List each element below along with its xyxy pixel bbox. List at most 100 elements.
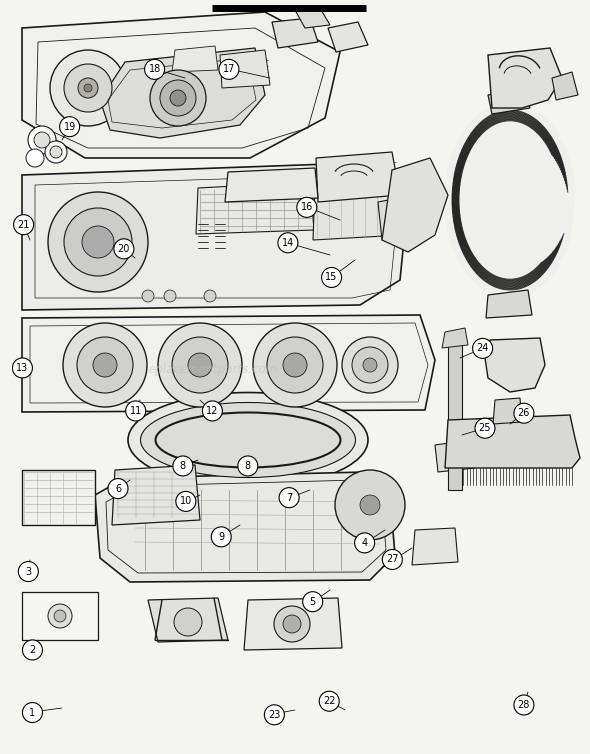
Text: 7: 7 bbox=[286, 492, 292, 503]
Circle shape bbox=[54, 610, 66, 622]
Text: 6: 6 bbox=[115, 483, 121, 494]
Circle shape bbox=[283, 615, 301, 633]
Ellipse shape bbox=[128, 393, 368, 488]
Circle shape bbox=[363, 358, 377, 372]
Circle shape bbox=[93, 353, 117, 377]
Polygon shape bbox=[444, 102, 576, 298]
Polygon shape bbox=[412, 528, 458, 565]
Circle shape bbox=[84, 84, 92, 92]
Polygon shape bbox=[552, 72, 578, 100]
Polygon shape bbox=[172, 46, 218, 72]
Circle shape bbox=[48, 192, 148, 292]
Circle shape bbox=[60, 117, 80, 136]
Circle shape bbox=[50, 146, 62, 158]
Circle shape bbox=[150, 70, 206, 126]
Polygon shape bbox=[328, 22, 368, 52]
Circle shape bbox=[278, 233, 298, 253]
Circle shape bbox=[352, 347, 388, 383]
Text: 24: 24 bbox=[477, 343, 489, 354]
Text: 26: 26 bbox=[518, 408, 530, 418]
Text: 14: 14 bbox=[282, 238, 294, 248]
Polygon shape bbox=[442, 328, 468, 348]
Polygon shape bbox=[148, 598, 228, 642]
Circle shape bbox=[22, 703, 42, 722]
Circle shape bbox=[211, 527, 231, 547]
Polygon shape bbox=[244, 598, 342, 650]
Circle shape bbox=[77, 337, 133, 393]
Circle shape bbox=[22, 640, 42, 660]
Polygon shape bbox=[22, 315, 435, 412]
Text: 18: 18 bbox=[149, 64, 160, 75]
Circle shape bbox=[355, 533, 375, 553]
Text: 8: 8 bbox=[245, 461, 251, 471]
Circle shape bbox=[172, 337, 228, 393]
Circle shape bbox=[173, 456, 193, 476]
Text: 4: 4 bbox=[362, 538, 368, 548]
Circle shape bbox=[202, 401, 222, 421]
Text: 17: 17 bbox=[223, 64, 235, 75]
Circle shape bbox=[382, 550, 402, 569]
Circle shape bbox=[18, 562, 38, 581]
Text: 5: 5 bbox=[310, 596, 316, 607]
Text: 25: 25 bbox=[478, 423, 491, 434]
Text: 22: 22 bbox=[323, 696, 336, 706]
Circle shape bbox=[12, 358, 32, 378]
Polygon shape bbox=[435, 440, 475, 472]
Polygon shape bbox=[220, 50, 270, 88]
Polygon shape bbox=[316, 152, 400, 202]
Text: 10: 10 bbox=[180, 496, 192, 507]
Circle shape bbox=[322, 268, 342, 287]
Circle shape bbox=[264, 705, 284, 725]
Text: 15: 15 bbox=[326, 272, 337, 283]
Text: 23: 23 bbox=[268, 710, 280, 720]
Circle shape bbox=[142, 290, 154, 302]
Circle shape bbox=[78, 78, 98, 98]
Circle shape bbox=[267, 337, 323, 393]
Polygon shape bbox=[493, 398, 522, 424]
Circle shape bbox=[126, 401, 146, 421]
Circle shape bbox=[170, 90, 186, 106]
Text: 28: 28 bbox=[518, 700, 530, 710]
Polygon shape bbox=[22, 592, 98, 640]
Circle shape bbox=[279, 488, 299, 507]
Circle shape bbox=[176, 492, 196, 511]
Polygon shape bbox=[378, 195, 425, 240]
Polygon shape bbox=[112, 465, 200, 525]
Polygon shape bbox=[448, 340, 462, 490]
Polygon shape bbox=[485, 338, 545, 392]
Polygon shape bbox=[445, 415, 580, 468]
Ellipse shape bbox=[140, 403, 356, 477]
Circle shape bbox=[360, 495, 380, 515]
Polygon shape bbox=[488, 90, 530, 114]
Polygon shape bbox=[225, 168, 318, 202]
Text: 27: 27 bbox=[386, 554, 399, 565]
Text: 2: 2 bbox=[30, 645, 35, 655]
Text: 19: 19 bbox=[64, 121, 76, 132]
Circle shape bbox=[160, 80, 196, 116]
Circle shape bbox=[64, 64, 112, 112]
Polygon shape bbox=[488, 48, 562, 108]
Polygon shape bbox=[486, 290, 532, 318]
Circle shape bbox=[514, 695, 534, 715]
Circle shape bbox=[274, 606, 310, 642]
Polygon shape bbox=[272, 18, 318, 48]
Circle shape bbox=[174, 608, 202, 636]
Text: 12: 12 bbox=[206, 406, 218, 416]
Circle shape bbox=[219, 60, 239, 79]
Circle shape bbox=[14, 215, 34, 234]
Circle shape bbox=[204, 290, 216, 302]
Circle shape bbox=[64, 208, 132, 276]
Circle shape bbox=[514, 403, 534, 423]
Circle shape bbox=[114, 239, 134, 259]
Circle shape bbox=[50, 50, 126, 126]
Text: 16: 16 bbox=[301, 202, 313, 213]
Circle shape bbox=[475, 418, 495, 438]
Circle shape bbox=[188, 353, 212, 377]
Polygon shape bbox=[22, 470, 95, 525]
Polygon shape bbox=[313, 180, 402, 240]
Circle shape bbox=[34, 132, 50, 148]
Circle shape bbox=[145, 60, 165, 79]
Polygon shape bbox=[95, 472, 395, 582]
Circle shape bbox=[335, 470, 405, 540]
Circle shape bbox=[283, 353, 307, 377]
